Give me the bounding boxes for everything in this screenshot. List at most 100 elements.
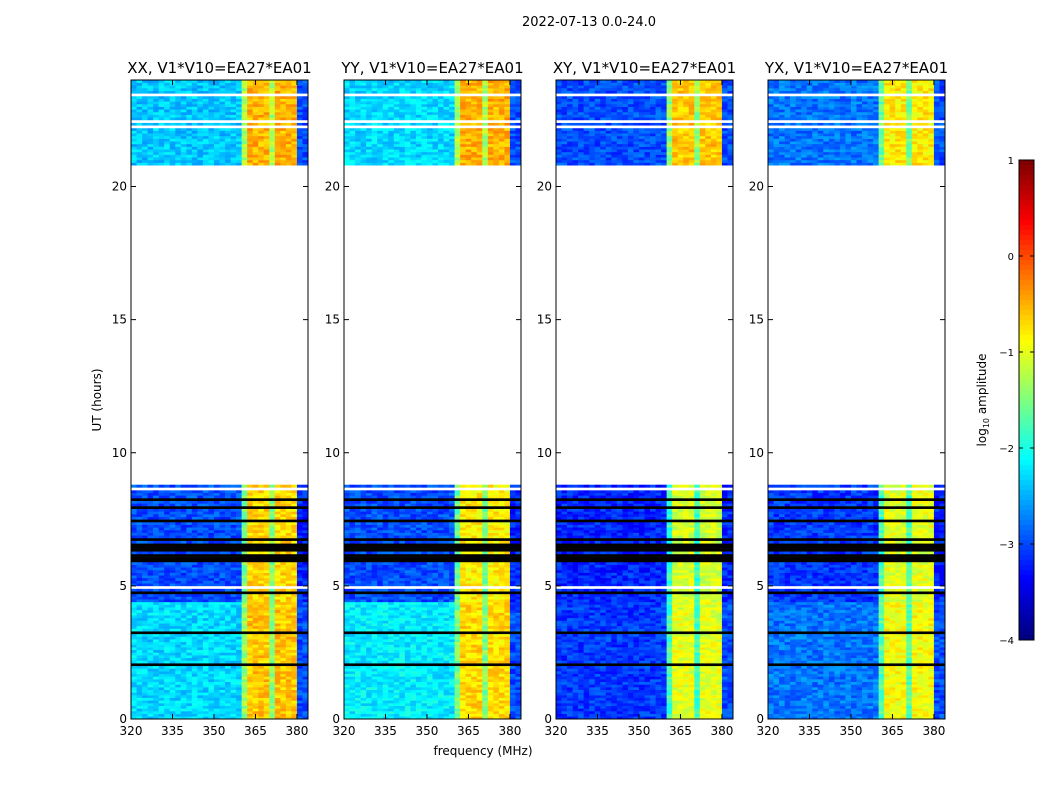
heatmap-cell	[236, 154, 242, 158]
heatmap-cell	[197, 524, 204, 528]
heatmap-cell	[421, 697, 428, 701]
heatmap-cell	[219, 133, 226, 137]
heatmap-cell	[180, 80, 187, 83]
heatmap-cell	[197, 130, 204, 134]
heatmap-cell	[241, 159, 248, 163]
heatmap-cell	[225, 127, 231, 131]
heatmap-cell	[487, 575, 494, 579]
heatmap-cell	[371, 567, 378, 571]
heatmap-cell	[191, 604, 198, 608]
heatmap-cell	[175, 713, 182, 717]
heatmap-cell	[241, 141, 248, 145]
heatmap-cell	[432, 716, 439, 720]
heatmap-cell	[377, 713, 384, 717]
heatmap-cell	[247, 713, 253, 717]
heatmap-cell	[236, 106, 242, 110]
heatmap-cell	[269, 692, 276, 696]
heatmap-cell	[296, 106, 303, 110]
heatmap-cell	[208, 135, 215, 139]
heatmap-cell	[208, 527, 215, 531]
heatmap-cell	[191, 122, 198, 126]
heatmap-cell	[219, 689, 226, 693]
heatmap-cell	[269, 713, 276, 717]
heatmap-cell	[213, 138, 220, 142]
heatmap-cell	[169, 513, 176, 517]
heatmap-cell	[236, 109, 242, 113]
heatmap-cell	[236, 716, 242, 720]
heatmap-cell	[515, 681, 522, 685]
heatmap-cell	[269, 641, 276, 645]
heatmap-cell	[454, 593, 461, 597]
heatmap-cell	[410, 636, 417, 640]
heatmap-cell	[269, 495, 276, 499]
heatmap-cell	[208, 82, 215, 86]
heatmap-cell	[443, 665, 450, 669]
heatmap-cell	[252, 111, 259, 115]
heatmap-cell	[302, 652, 309, 656]
heatmap-cell	[147, 98, 154, 102]
heatmap-cell	[147, 117, 154, 121]
heatmap-cell	[180, 141, 187, 145]
heatmap-cell	[493, 607, 500, 611]
heatmap-cell	[213, 106, 220, 110]
heatmap-cell	[274, 671, 281, 675]
heatmap-cell	[252, 684, 259, 688]
heatmap-cell	[465, 692, 472, 696]
heatmap-cell	[344, 575, 350, 579]
heatmap-cell	[426, 700, 433, 704]
heatmap-cell	[460, 713, 466, 717]
heatmap-cell	[147, 657, 154, 661]
heatmap-cell	[443, 623, 450, 627]
heatmap-cell	[180, 665, 187, 669]
heatmap-cell	[247, 641, 253, 645]
heatmap-cell	[438, 695, 444, 698]
heatmap-cell	[432, 617, 439, 621]
heatmap-cell	[153, 679, 159, 683]
heatmap-cell	[493, 609, 500, 613]
heatmap-cell	[280, 607, 287, 611]
heatmap-cell	[291, 604, 298, 608]
heatmap-cell	[509, 689, 516, 693]
heatmap-cell	[131, 633, 137, 637]
heatmap-cell	[164, 604, 171, 608]
heatmap-cell	[285, 623, 292, 627]
heatmap-cell	[454, 681, 461, 685]
heatmap-cell	[285, 495, 292, 499]
heatmap-cell	[349, 647, 356, 651]
heatmap-cell	[377, 716, 384, 720]
heatmap-cell	[191, 649, 198, 653]
heatmap-cell	[504, 655, 511, 659]
heatmap-cell	[371, 660, 378, 664]
heatmap-cell	[136, 141, 143, 145]
heatmap-cell	[349, 700, 356, 704]
heatmap-cell	[280, 98, 287, 102]
heatmap-cell	[147, 644, 154, 648]
heatmap-cell	[410, 689, 417, 693]
heatmap-cell	[175, 612, 182, 616]
heatmap-cell	[465, 657, 472, 661]
heatmap-cell	[191, 103, 198, 107]
heatmap-cell	[142, 684, 148, 688]
heatmap-cell	[180, 604, 187, 608]
heatmap-cell	[360, 687, 367, 691]
heatmap-cell	[421, 676, 428, 680]
heatmap-cell	[274, 615, 281, 619]
heatmap-cell	[131, 700, 137, 704]
heatmap-cell	[377, 617, 384, 621]
heatmap-cell	[263, 540, 270, 544]
heatmap-cell	[471, 580, 478, 584]
heatmap-cell	[202, 101, 209, 105]
heatmap-cell	[509, 697, 516, 701]
heatmap-cell	[191, 492, 198, 496]
heatmap-cell	[296, 508, 303, 512]
heatmap-cell	[230, 665, 237, 669]
heatmap-cell	[213, 135, 220, 139]
heatmap-cell	[169, 655, 176, 659]
heatmap-cell	[186, 692, 193, 696]
heatmap-cell	[349, 615, 356, 619]
heatmap-cell	[296, 154, 303, 158]
heatmap-cell	[180, 644, 187, 648]
heatmap-cell	[302, 484, 309, 488]
heatmap-cell	[153, 615, 159, 619]
heatmap-cell	[285, 572, 292, 576]
